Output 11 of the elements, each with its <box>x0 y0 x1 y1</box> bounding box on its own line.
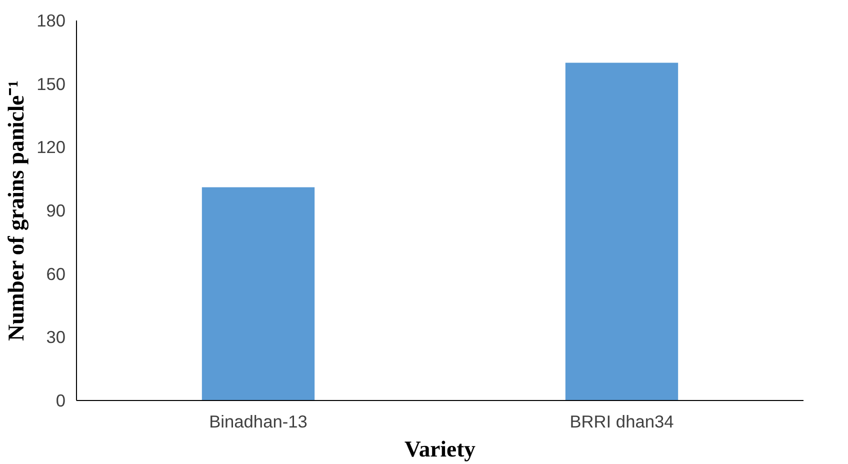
y-tick-label: 30 <box>46 327 66 348</box>
y-tick-label: 180 <box>36 10 66 30</box>
y-tick-label: 90 <box>46 200 66 220</box>
y-tick-label: 120 <box>36 137 66 158</box>
y-axis-title: Number of grains panicle⁻¹ <box>4 80 29 341</box>
x-axis-title: Variety <box>404 436 476 462</box>
y-tick-label: 150 <box>36 74 66 94</box>
y-tick-label: 0 <box>56 390 66 410</box>
x-tick-label: BRRI dhan34 <box>570 412 674 432</box>
x-tick-label: Binadhan-13 <box>209 412 308 432</box>
y-tick-label: 60 <box>46 264 66 284</box>
